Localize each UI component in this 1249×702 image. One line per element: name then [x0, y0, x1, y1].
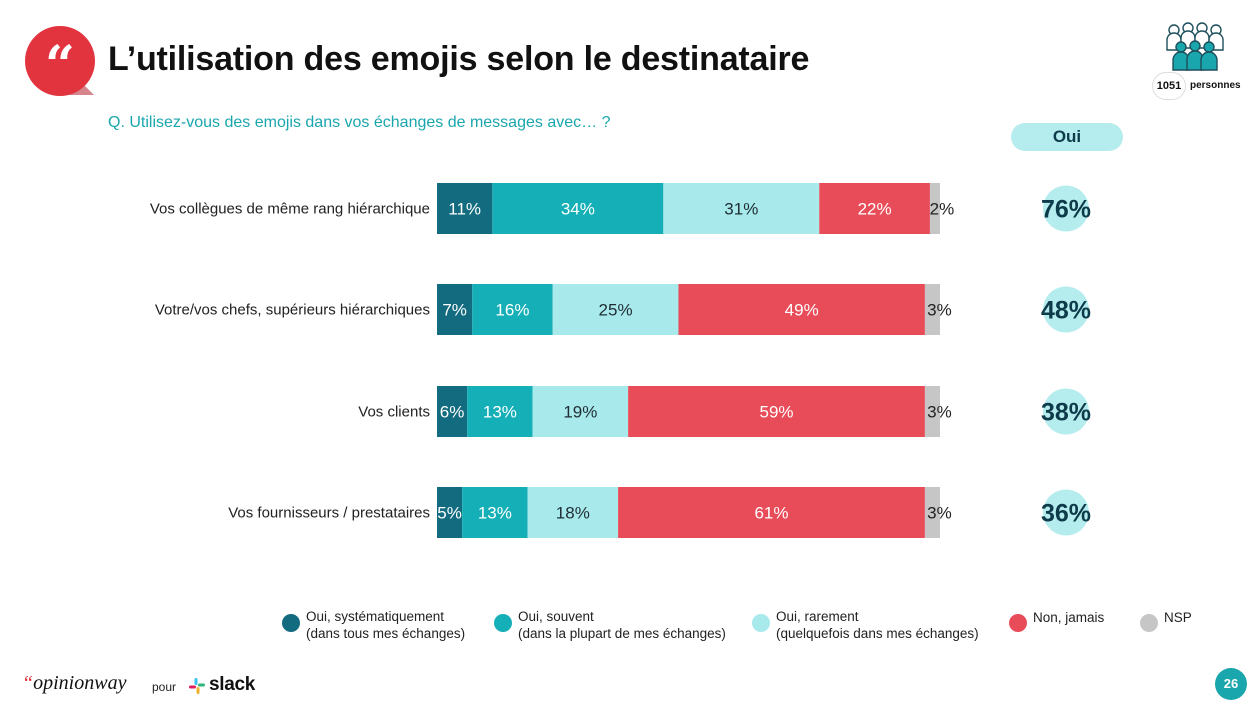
seg-souvent-bar: [472, 284, 553, 335]
oui-total-circle: [1043, 286, 1089, 333]
seg-rarement-bar: [527, 487, 619, 538]
seg-nsp-label: 3%: [927, 403, 952, 422]
legend-label: Oui, souvent (dans la plupart de mes écha…: [518, 609, 726, 641]
seg-souvent-label: 34%: [561, 200, 595, 219]
legend-item-souvent: Oui, souvent (dans la plupart de mes écha…: [494, 608, 726, 642]
page-title: L’utilisation des emojis selon le destin…: [108, 40, 810, 78]
legend-swatch: [282, 614, 300, 632]
category-label: Vos collègues de même rang hiérarchique: [150, 201, 430, 218]
seg-souvent-label: 13%: [478, 504, 512, 523]
seg-rarement-label: 31%: [724, 200, 758, 219]
legend-label: Oui, systématiquement (dans tous mes écha…: [306, 609, 466, 641]
opinionway-logo: “opinionway: [22, 672, 127, 694]
seg-jamais-label: 22%: [858, 200, 892, 219]
seg-rarement-label: 18%: [556, 504, 590, 523]
seg-jamais-label: 61%: [754, 504, 788, 523]
oui-column-header: Oui: [1011, 123, 1123, 151]
seg-systematique-label: 5%: [437, 504, 462, 523]
seg-souvent-bar: [462, 487, 528, 538]
page-number: 26: [1215, 668, 1247, 700]
oui-total-value: 36%: [1041, 500, 1091, 528]
category-label: Vos fournisseurs / prestataires: [228, 505, 430, 522]
seg-systematique-bar: [437, 284, 473, 335]
legend-item-systematique: Oui, systématiquement (dans tous mes écha…: [282, 608, 465, 642]
seg-nsp-label: 3%: [927, 301, 952, 320]
seg-rarement-bar: [532, 386, 629, 437]
stacked-bar-chart: Vos collègues de même rang hiérarchique 1…: [150, 183, 1091, 538]
footer-pour: pour: [152, 680, 177, 694]
sample-label: personnes: [1190, 80, 1241, 91]
seg-souvent-label: 13%: [483, 403, 517, 422]
category-label: Votre/vos chefs, supérieurs hiérarchique…: [155, 302, 430, 319]
seg-nsp-bar: [924, 386, 940, 437]
legend-swatch: [494, 614, 512, 632]
legend-label: Oui, rarement (quelquefois dans mes échan…: [776, 609, 979, 641]
seg-rarement-label: 25%: [599, 301, 633, 320]
seg-nsp-bar: [924, 284, 940, 335]
svg-text:“: “: [45, 35, 75, 96]
seg-jamais-bar: [819, 183, 930, 234]
category-label: Vos clients: [358, 404, 430, 421]
people-group-icon: [1166, 22, 1224, 71]
seg-systematique-label: 11%: [448, 200, 481, 219]
seg-souvent-bar: [467, 386, 533, 437]
oui-total-circle: [1043, 489, 1089, 536]
quote-badge-icon: “: [25, 26, 95, 96]
seg-nsp-bar: [929, 183, 940, 234]
oui-total-value: 76%: [1041, 196, 1091, 224]
slack-logo-text: slack: [209, 674, 256, 695]
seg-souvent-label: 16%: [495, 301, 529, 320]
seg-rarement-bar: [663, 183, 820, 234]
sample-count: 1051: [1152, 72, 1186, 100]
seg-systematique-label: 7%: [442, 301, 467, 320]
seg-jamais-label: 59%: [760, 403, 794, 422]
oui-total-circle: [1043, 185, 1089, 232]
legend-item-rarement: Oui, rarement (quelquefois dans mes échan…: [752, 608, 979, 642]
legend-label: NSP: [1164, 610, 1192, 625]
seg-rarement-bar: [552, 284, 679, 335]
legend-swatch: [1140, 614, 1158, 632]
seg-systematique-bar: [437, 183, 493, 234]
seg-nsp-bar: [924, 487, 940, 538]
seg-nsp-label: 3%: [927, 504, 952, 523]
slack-logo-icon: [189, 678, 205, 694]
legend-item-jamais: Non, jamais: [1009, 608, 1104, 632]
seg-systematique-bar: [437, 487, 463, 538]
seg-systematique-label: 6%: [440, 403, 465, 422]
legend-item-nsp: NSP: [1140, 608, 1192, 632]
seg-rarement-label: 19%: [563, 403, 597, 422]
seg-jamais-bar: [628, 386, 925, 437]
legend-swatch: [1009, 614, 1027, 632]
seg-jamais-bar: [678, 284, 925, 335]
seg-souvent-bar: [492, 183, 664, 234]
oui-total-value: 48%: [1041, 297, 1091, 325]
oui-total-circle: [1043, 388, 1089, 435]
seg-jamais-label: 49%: [785, 301, 819, 320]
legend-label: Non, jamais: [1033, 610, 1105, 625]
legend-swatch: [752, 614, 770, 632]
survey-question: Q. Utilisez-vous des emojis dans vos éch…: [108, 114, 611, 131]
oui-total-value: 38%: [1041, 399, 1091, 427]
seg-jamais-bar: [618, 487, 925, 538]
chart-legend: Oui, systématiquement (dans tous mes écha…: [0, 608, 1249, 648]
seg-systematique-bar: [437, 386, 468, 437]
seg-nsp-label: 2%: [930, 200, 955, 219]
